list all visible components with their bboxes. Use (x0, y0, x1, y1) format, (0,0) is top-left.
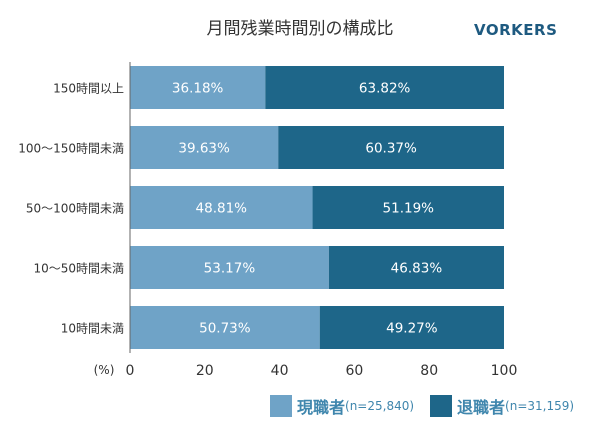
legend-label-current: 現職者 (297, 398, 346, 417)
category-label: 100〜150時間未満 (18, 142, 124, 156)
data-label: 51.19% (383, 201, 435, 217)
data-label: 48.81% (196, 201, 248, 217)
x-tick-label: 0 (126, 363, 135, 379)
legend: 現職者 (n=25,840) 退職者 (n=31,159) (270, 394, 590, 418)
data-label: 53.17% (204, 261, 256, 277)
legend-label-former: 退職者 (457, 398, 506, 417)
category-label: 50〜100時間未満 (26, 202, 124, 216)
legend-item-current: 現職者 (n=25,840) (270, 394, 414, 418)
data-label: 36.18% (172, 81, 224, 97)
x-tick-label: 100 (491, 363, 518, 379)
category-label: 150時間以上 (53, 82, 124, 96)
brand-logo: VORKERS (474, 21, 558, 39)
data-label: 60.37% (365, 141, 417, 157)
bar-segment-former (265, 66, 504, 109)
bar-segment-current (130, 186, 313, 229)
x-tick-label: 40 (271, 363, 289, 379)
bar-segment-current (130, 126, 279, 169)
bar-segment-former (312, 186, 504, 229)
bar-segment-current (130, 246, 329, 289)
x-tick-label: 60 (345, 363, 363, 379)
category-label: 10時間未満 (61, 322, 124, 336)
bar-segment-current (130, 66, 266, 109)
legend-swatch-current (270, 395, 292, 417)
category-label: 10〜50時間未満 (33, 262, 124, 276)
data-label: 49.27% (386, 321, 438, 337)
bar-segment-former (319, 306, 504, 349)
bar-segment-current (130, 306, 320, 349)
x-tick-label: 80 (420, 363, 438, 379)
data-label: 46.83% (391, 261, 443, 277)
data-label: 39.63% (178, 141, 230, 157)
data-label: 50.73% (199, 321, 251, 337)
bar-segment-former (278, 126, 504, 169)
bar-segment-former (328, 246, 504, 289)
legend-item-former: 退職者 (n=31,159) (430, 394, 574, 418)
x-tick-label: 20 (196, 363, 214, 379)
data-label: 63.82% (359, 81, 411, 97)
x-unit-label: (%) (94, 363, 115, 377)
legend-swatch-former (430, 395, 453, 417)
legend-n-former: (n=31,159) (505, 399, 575, 413)
legend-n-current: (n=25,840) (345, 399, 415, 413)
chart-title: 月間残業時間別の構成比 (206, 19, 394, 39)
